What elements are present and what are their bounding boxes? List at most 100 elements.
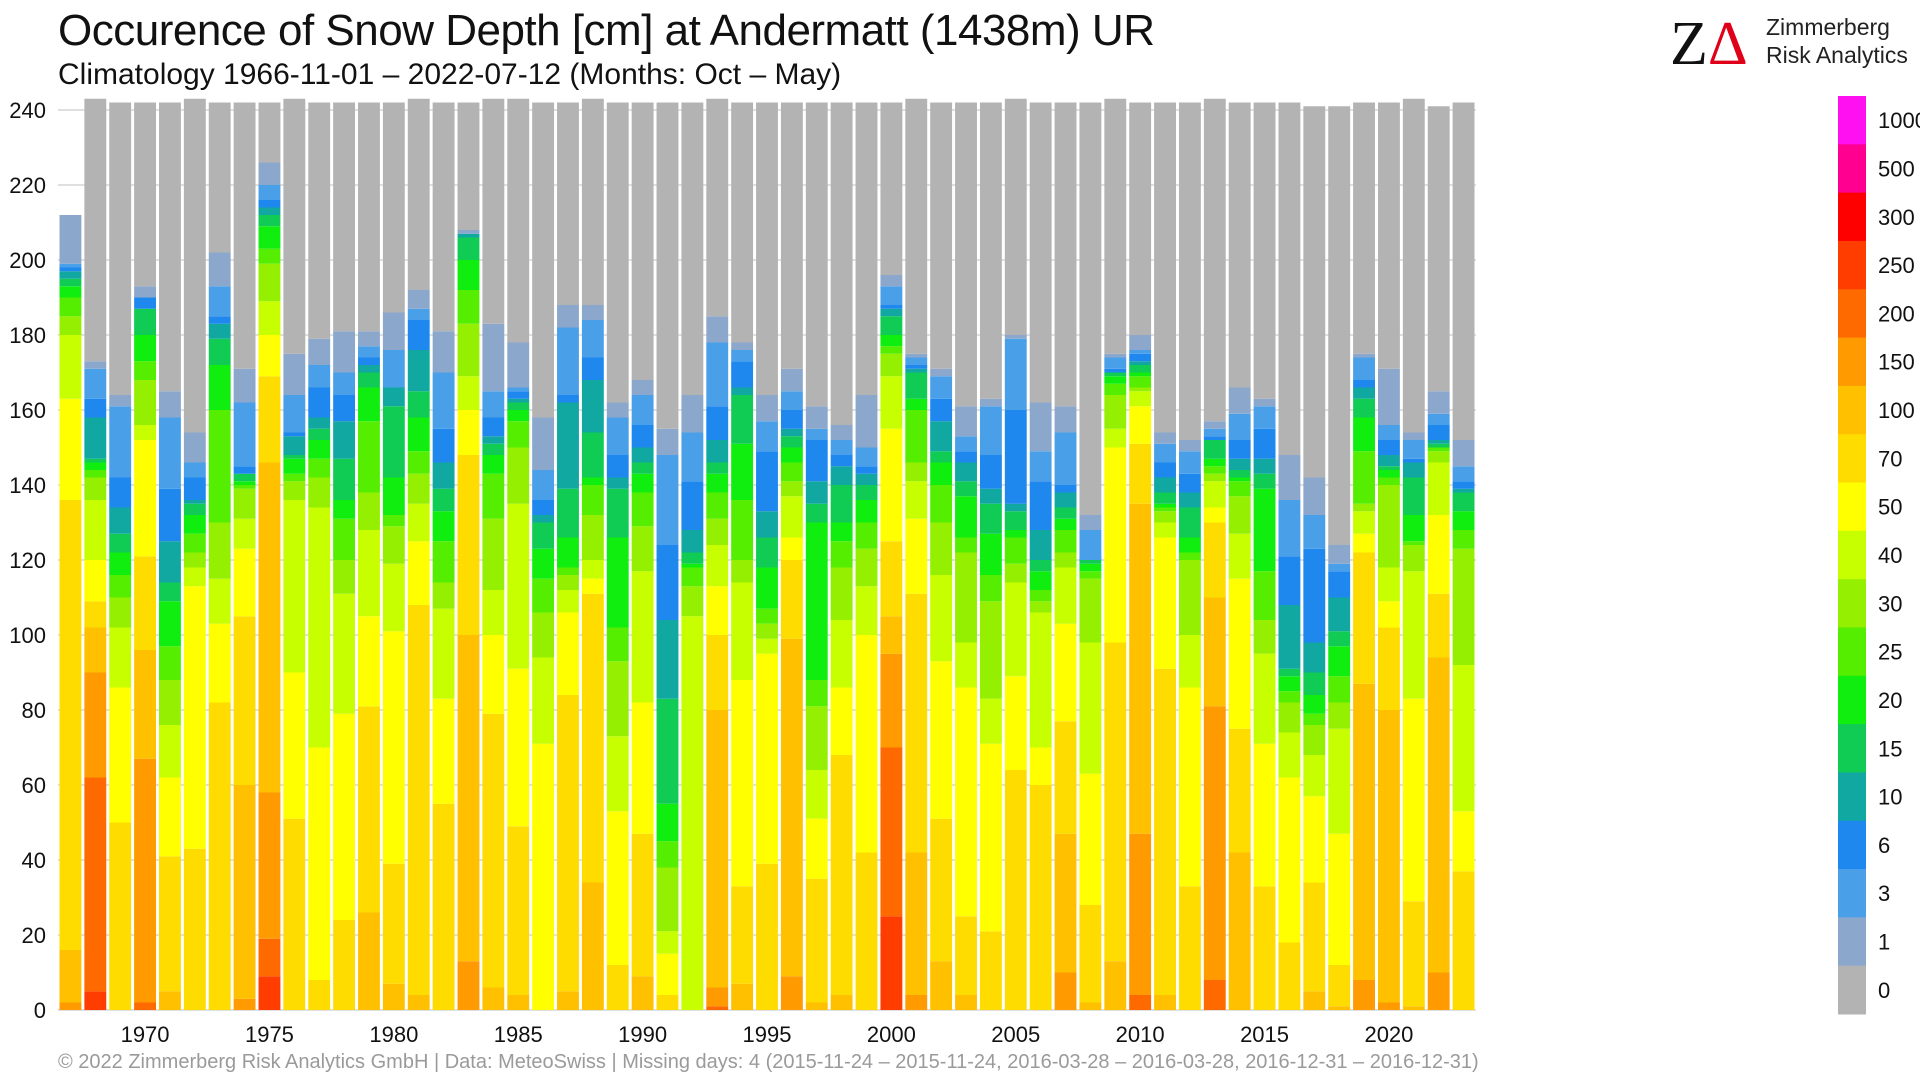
bar-segment-1997-6 — [805, 440, 828, 482]
bar-segment-2023-50 — [1452, 811, 1475, 872]
bar-segment-2014-50 — [1228, 578, 1251, 729]
bar-segment-2000-70 — [880, 541, 903, 617]
bar-segment-2008-40 — [1079, 642, 1102, 774]
bar-segment-2001-1 — [905, 353, 928, 358]
bar-segment-1978-10 — [333, 421, 356, 459]
bar-segment-1995-15 — [756, 537, 778, 568]
legend-label-250: 250 — [1878, 253, 1915, 278]
bar-segment-2023-0 — [1452, 102, 1475, 440]
bar-segment-1985-0 — [507, 98, 530, 343]
bar-segment-1985-50 — [507, 668, 530, 827]
bar-segment-1994-40 — [731, 582, 754, 680]
bar-segment-1982-20 — [432, 511, 455, 542]
bar-segment-1994-30 — [731, 560, 754, 583]
bar-segment-1997-0 — [805, 102, 828, 407]
bar-segment-1993-25 — [706, 492, 729, 519]
bar-segment-2017-1 — [1303, 477, 1326, 515]
bar-segment-2009-1 — [1104, 353, 1127, 358]
legend-label-6: 6 — [1878, 833, 1890, 858]
bar-segment-1982-1 — [432, 331, 455, 373]
bar-segment-1972-15 — [183, 503, 206, 515]
bar-segment-1990-1 — [631, 380, 654, 395]
bar-segment-2021-10 — [1402, 462, 1425, 478]
bar-segment-1984-20 — [482, 455, 505, 474]
bar-segment-2020-15 — [1377, 466, 1400, 470]
bar-segment-1983-30 — [457, 323, 480, 377]
bar-segment-2015-40 — [1253, 653, 1276, 744]
bar-segment-1967-6 — [59, 267, 82, 272]
bar-segment-2021-20 — [1402, 515, 1425, 542]
legend-swatch-40 — [1838, 530, 1866, 580]
bar-segment-2014-0 — [1228, 102, 1251, 388]
bar-segment-1978-15 — [333, 458, 356, 500]
bar-segment-1978-30 — [333, 560, 356, 594]
bar-segment-2004-0 — [979, 102, 1002, 399]
bar-segment-2000-30 — [880, 353, 903, 377]
bar-segment-2002-0 — [930, 102, 953, 369]
bar-segment-2022-100 — [1427, 657, 1450, 973]
bar-segment-1991-1 — [656, 428, 679, 455]
bar-segment-2006-6 — [1029, 481, 1052, 530]
bar-segment-2011-3 — [1154, 443, 1176, 463]
bar-segment-1986-20 — [532, 548, 555, 579]
bar-segment-1970-0 — [134, 102, 157, 287]
bar-segment-1970-6 — [134, 297, 157, 309]
bar-segment-1991-40 — [656, 931, 679, 954]
bar-segment-2018-10 — [1328, 597, 1351, 632]
bar-segment-1998-1 — [830, 425, 853, 440]
bar-segment-2019-0 — [1353, 102, 1375, 354]
bar-segment-1980-1 — [382, 312, 405, 350]
bar-segment-2019-15 — [1353, 398, 1375, 418]
bar-segment-2015-6 — [1253, 428, 1276, 459]
bar-segment-1987-40 — [557, 590, 579, 613]
bar-segment-2018-1 — [1328, 545, 1351, 564]
bar-segment-1993-15 — [706, 462, 729, 474]
bar-segment-1984-10 — [482, 436, 505, 444]
bar-segment-2010-30 — [1129, 387, 1152, 392]
bar-segment-1974-0 — [233, 102, 256, 369]
bar-segment-2017-25 — [1303, 713, 1326, 725]
bar-segment-2006-10 — [1029, 530, 1052, 560]
legend-label-300: 300 — [1878, 205, 1915, 230]
bar-segment-2012-20 — [1178, 537, 1201, 553]
bar-segment-2007-25 — [1054, 530, 1077, 553]
bar-segment-1993-10 — [706, 440, 729, 463]
bar-segment-2023-20 — [1452, 511, 1475, 530]
bar-segment-1998-100 — [830, 995, 853, 1010]
bar-segment-1980-25 — [382, 515, 405, 527]
bar-segment-2016-3 — [1278, 500, 1301, 557]
bar-segment-1992-30 — [681, 586, 704, 617]
bar-segment-1971-3 — [159, 417, 181, 489]
bar-segment-2017-70 — [1303, 882, 1326, 992]
bar-segment-1997-25 — [805, 680, 828, 707]
bar-segment-2019-30 — [1353, 503, 1375, 512]
bar-segment-1995-25 — [756, 608, 778, 624]
bar-segment-2008-100 — [1079, 1002, 1102, 1010]
bar-segment-2005-0 — [1004, 98, 1027, 335]
bar-segment-2011-0 — [1154, 102, 1176, 433]
bar-segment-1993-150 — [706, 987, 729, 1007]
bar-segment-1985-25 — [507, 421, 530, 448]
bar-segment-1968-100 — [84, 627, 107, 673]
bar-segment-1981-50 — [407, 541, 430, 605]
bar-segment-2021-70 — [1402, 901, 1425, 1007]
bar-segment-2006-25 — [1029, 590, 1052, 602]
bar-segment-1986-15 — [532, 522, 555, 549]
bar-segment-1971-100 — [159, 991, 181, 1010]
bar-segment-2001-100 — [905, 852, 928, 995]
bar-segment-1990-30 — [631, 526, 654, 572]
bar-segment-1974-25 — [233, 485, 256, 489]
legend-swatch-6 — [1838, 820, 1866, 870]
bar-segment-2017-3 — [1303, 515, 1326, 549]
bar-segment-2016-0 — [1278, 102, 1301, 455]
bar-segment-1970-40 — [134, 425, 157, 440]
bar-segment-2009-20 — [1104, 376, 1127, 384]
bar-segment-2014-70 — [1228, 728, 1251, 853]
company-logo: ZΔ Zimmerberg Risk Analytics — [1668, 12, 1908, 72]
bar-segment-1972-40 — [183, 567, 206, 587]
bar-segment-2023-25 — [1452, 530, 1475, 549]
bar-segment-2020-150 — [1377, 1002, 1400, 1010]
bar-segment-2010-6 — [1129, 353, 1152, 362]
x-tick-label: 1985 — [494, 1022, 543, 1047]
bar-segment-1981-40 — [407, 503, 430, 542]
